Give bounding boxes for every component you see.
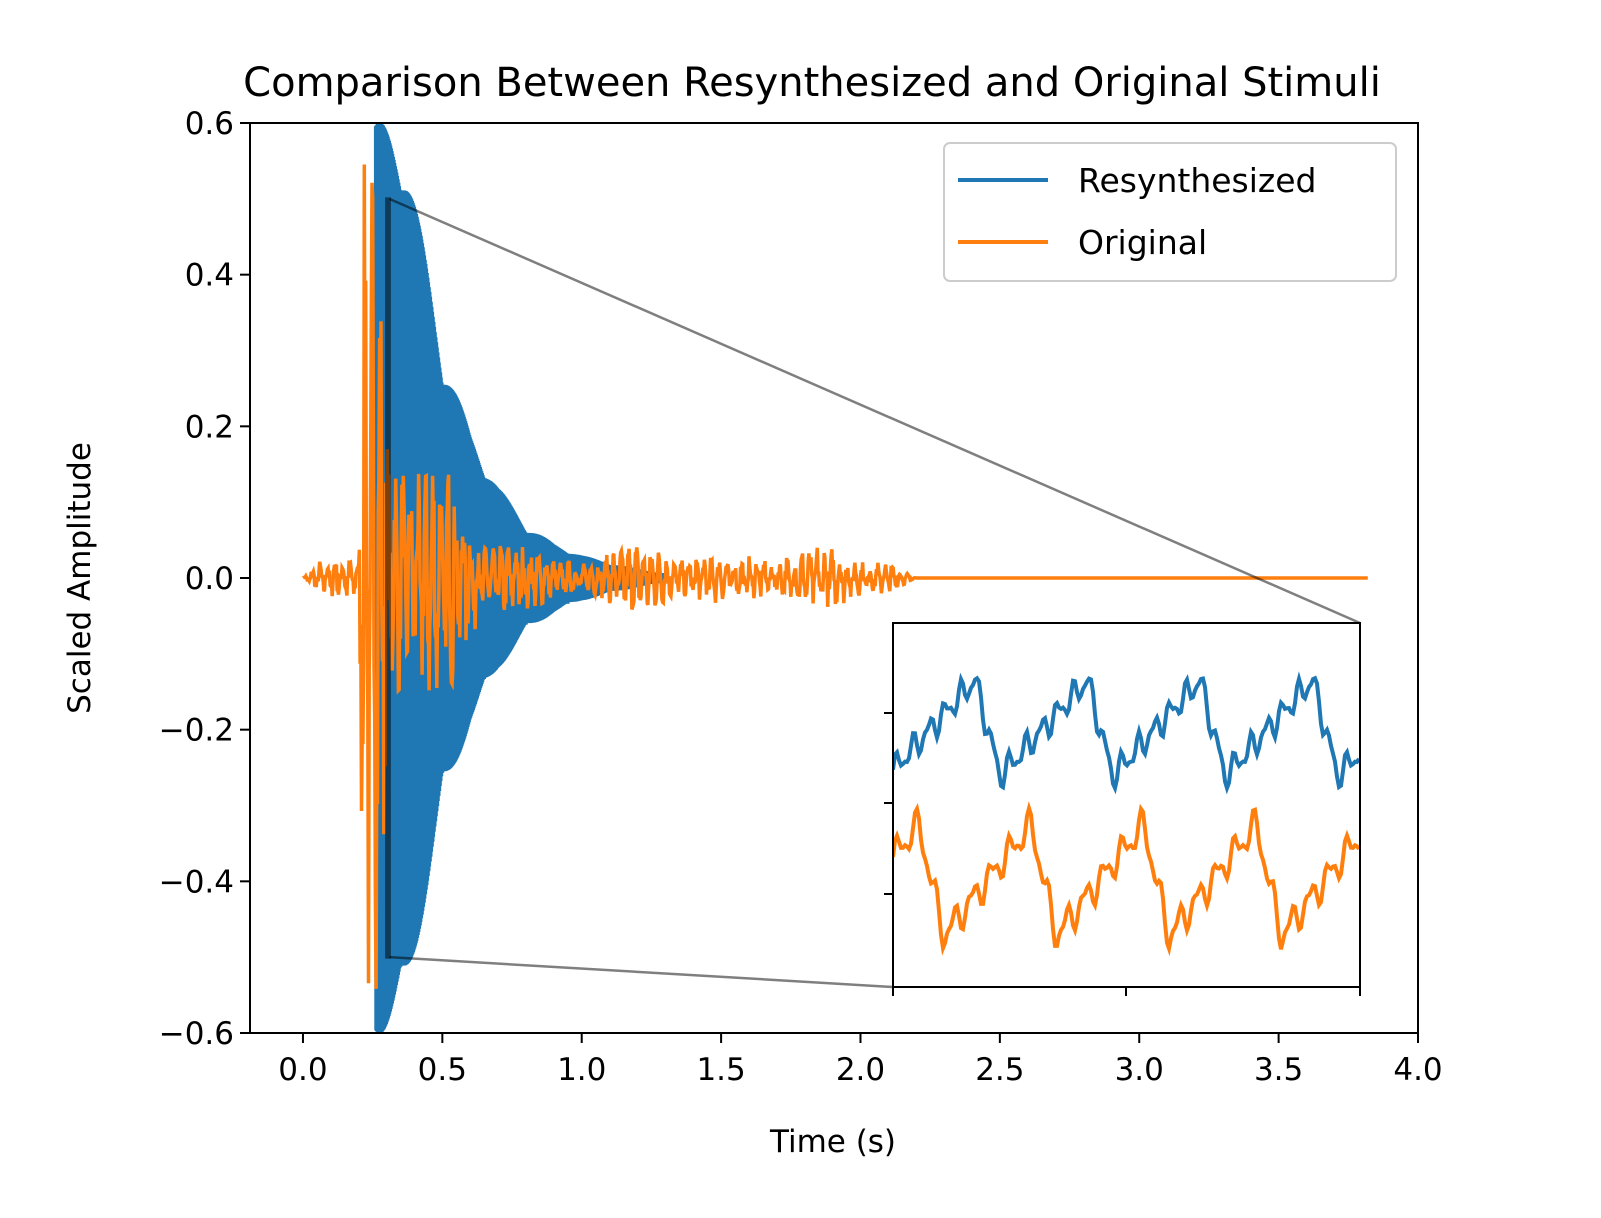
legend-label-original: Original [1078, 223, 1207, 262]
legend-label-resynthesized: Resynthesized [1078, 161, 1316, 200]
y-tick-label: 0.2 [185, 409, 234, 445]
series-line-original [301, 164, 1368, 989]
legend: Resynthesized Original [943, 142, 1397, 282]
y-tick-label: −0.4 [159, 864, 234, 900]
y-axis-ticks: 0.6 0.4 0.2 0.0 −0.2 −0.4 −0.6 [159, 106, 250, 1052]
x-tick-label: 2.5 [975, 1052, 1024, 1088]
y-tick-label: −0.2 [159, 713, 234, 749]
inset-plot-area [893, 671, 1360, 957]
zoom-connector-bottom [389, 955, 894, 989]
legend-frame [943, 142, 1397, 282]
x-tick-label: 4.0 [1393, 1052, 1442, 1088]
x-tick-label: 3.5 [1254, 1052, 1303, 1088]
x-axis-ticks: 0.0 0.5 1.0 1.5 2.0 2.5 3.0 3.5 4.0 [278, 1033, 1443, 1088]
y-tick-label: 0.0 [185, 561, 234, 597]
inset-line-original [893, 801, 1360, 957]
x-tick-label: 2.0 [836, 1052, 885, 1088]
y-tick-label: 0.6 [185, 106, 234, 142]
x-tick-label: 1.0 [557, 1052, 606, 1088]
zoom-rectangle [385, 197, 391, 959]
x-tick-label: 0.5 [418, 1052, 467, 1088]
main-plot-area [301, 123, 1368, 1033]
inset-axes [884, 622, 1361, 996]
x-axis-label: Time (s) [769, 1124, 896, 1160]
inset-ticks [884, 712, 1361, 996]
x-tick-label: 1.5 [696, 1052, 745, 1088]
inset-line-resynthesized [893, 671, 1360, 795]
y-tick-label: −0.6 [159, 1016, 234, 1052]
chart-title: Comparison Between Resynthesized and Ori… [243, 60, 1381, 106]
y-axis-label: Scaled Amplitude [62, 442, 98, 714]
x-tick-label: 3.0 [1115, 1052, 1164, 1088]
y-tick-label: 0.4 [185, 258, 234, 294]
zoom-indicator [385, 197, 1361, 989]
inset-background [893, 623, 1360, 987]
x-tick-label: 0.0 [278, 1052, 327, 1088]
zoom-connector-top [388, 197, 1361, 625]
